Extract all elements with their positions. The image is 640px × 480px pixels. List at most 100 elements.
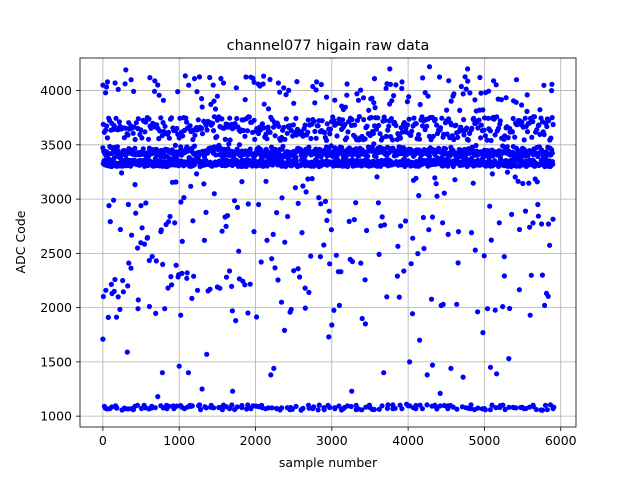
data-point	[541, 82, 547, 88]
data-point	[160, 261, 166, 267]
data-point	[371, 406, 377, 413]
data-point	[451, 136, 457, 143]
data-point	[502, 406, 508, 413]
data-point	[488, 137, 494, 144]
data-point	[503, 95, 509, 101]
data-point	[436, 74, 443, 80]
data-point	[404, 401, 410, 407]
data-point	[500, 304, 506, 310]
data-point	[382, 117, 388, 123]
data-point	[107, 406, 113, 412]
data-point	[315, 123, 321, 129]
data-point	[279, 405, 285, 411]
data-point	[524, 129, 531, 135]
data-point	[395, 243, 401, 249]
data-point	[489, 402, 495, 408]
data-point	[130, 407, 136, 413]
y-tick-label: 4000	[40, 83, 72, 98]
data-point	[501, 273, 507, 279]
data-point	[223, 274, 230, 280]
data-point	[305, 129, 311, 135]
x-tick-label: 6000	[545, 433, 577, 448]
data-point	[492, 132, 498, 138]
data-point	[482, 133, 488, 139]
data-point	[402, 218, 409, 224]
data-point	[293, 403, 299, 409]
data-point	[512, 174, 518, 180]
data-point	[333, 252, 339, 258]
data-point	[322, 198, 329, 204]
data-point	[234, 404, 240, 410]
data-point	[166, 135, 172, 141]
data-point	[527, 224, 533, 230]
data-point	[196, 74, 203, 80]
data-point	[199, 104, 205, 110]
data-point	[528, 272, 534, 278]
data-point	[366, 107, 372, 113]
data-point	[149, 403, 155, 409]
data-point	[387, 66, 393, 72]
data-point	[260, 81, 266, 87]
data-point	[220, 80, 227, 86]
data-point	[476, 117, 482, 123]
data-point	[396, 294, 402, 300]
data-point	[261, 101, 267, 107]
data-point	[158, 229, 164, 235]
data-point	[187, 123, 193, 129]
data-point	[254, 314, 260, 320]
data-point	[122, 81, 128, 87]
data-point	[467, 90, 473, 96]
data-point	[400, 145, 407, 151]
data-point	[419, 123, 426, 129]
data-point	[362, 321, 368, 327]
data-point	[545, 293, 551, 299]
data-point	[234, 204, 241, 210]
data-point	[460, 91, 466, 97]
data-point	[324, 217, 330, 223]
data-point	[468, 406, 474, 412]
data-point	[504, 169, 511, 175]
data-point	[455, 229, 462, 235]
data-point	[243, 74, 249, 80]
data-point	[201, 181, 207, 187]
data-point	[539, 221, 545, 227]
data-point	[151, 88, 158, 94]
data-point	[353, 402, 359, 408]
data-point	[211, 114, 217, 120]
data-point	[416, 136, 423, 142]
data-point	[530, 220, 536, 226]
data-point	[175, 89, 181, 95]
data-point	[472, 97, 478, 103]
data-point	[199, 125, 205, 132]
data-point	[125, 132, 131, 138]
data-point	[477, 74, 483, 81]
data-point	[139, 225, 145, 231]
data-point	[247, 281, 253, 287]
data-point	[494, 114, 500, 120]
data-point	[149, 253, 155, 260]
data-point	[498, 97, 504, 103]
y-tick-label: 3500	[40, 137, 72, 152]
data-point	[534, 127, 540, 133]
data-point	[496, 220, 502, 226]
data-point	[327, 131, 333, 137]
data-point	[371, 76, 378, 82]
data-point	[157, 128, 163, 134]
data-point	[478, 135, 484, 141]
data-point	[322, 129, 328, 136]
data-point	[117, 226, 123, 233]
data-point	[138, 127, 144, 133]
data-point	[284, 130, 290, 136]
data-point	[487, 128, 493, 134]
data-point	[156, 92, 162, 98]
data-point	[434, 193, 440, 199]
data-point	[160, 97, 166, 103]
data-point	[293, 115, 299, 121]
data-point	[204, 127, 210, 133]
data-point	[176, 363, 182, 369]
data-point	[362, 136, 368, 142]
data-point	[305, 117, 311, 123]
data-point	[429, 214, 436, 220]
data-point	[168, 274, 174, 280]
data-point	[226, 268, 233, 274]
